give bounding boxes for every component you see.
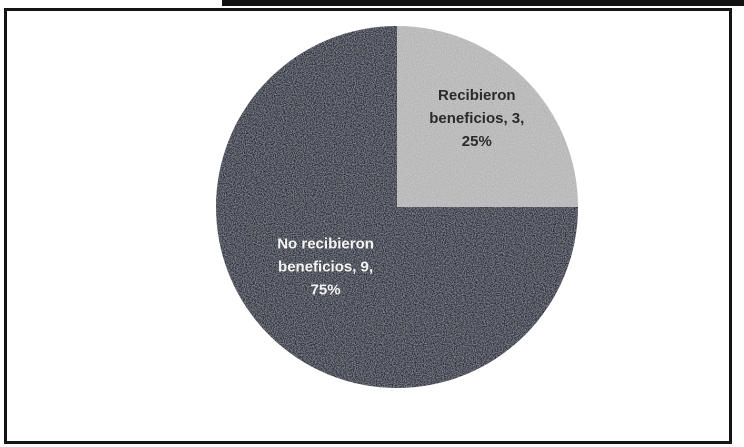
slice-label-line: 75%: [311, 281, 341, 298]
slice-label-line: Recibieron: [438, 87, 516, 104]
pie-slice-1: [216, 26, 578, 388]
top-border-rule: [222, 0, 744, 6]
slice-label-line: beneficios, 3,: [429, 110, 524, 127]
slice-label-line: No recibieron: [277, 235, 374, 252]
slice-label-line: beneficios, 9,: [278, 258, 373, 275]
slice-label-1: No recibieron beneficios, 9, 75%: [277, 235, 374, 298]
pie-labels: Recibieron beneficios, 3, 25% No recibieron…: [277, 87, 524, 298]
pie-slice-0: [397, 26, 578, 207]
slice-label-0: Recibieron beneficios, 3, 25%: [429, 87, 524, 150]
pie-slices: [216, 26, 578, 388]
slice-label-line: 25%: [462, 133, 492, 150]
